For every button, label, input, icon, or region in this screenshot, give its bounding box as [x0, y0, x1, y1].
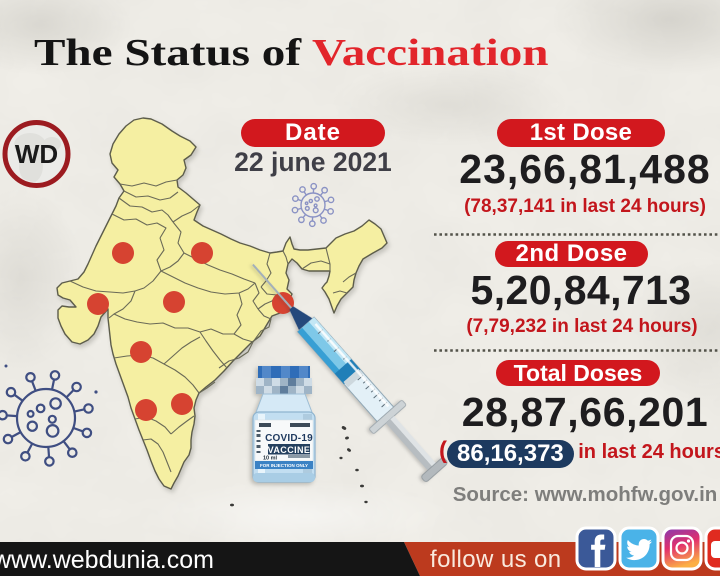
svg-text:FOR INJECTION ONLY: FOR INJECTION ONLY	[260, 463, 308, 468]
svg-text:COVID-19: COVID-19	[265, 433, 313, 444]
svg-text:10 ml: 10 ml	[263, 456, 278, 462]
svg-text:WD: WD	[15, 139, 58, 169]
svg-text:VACCINE: VACCINE	[268, 445, 311, 455]
svg-text:www.webdunia.com: www.webdunia.com	[0, 546, 214, 574]
svg-text:follow us on: follow us on	[430, 546, 562, 573]
